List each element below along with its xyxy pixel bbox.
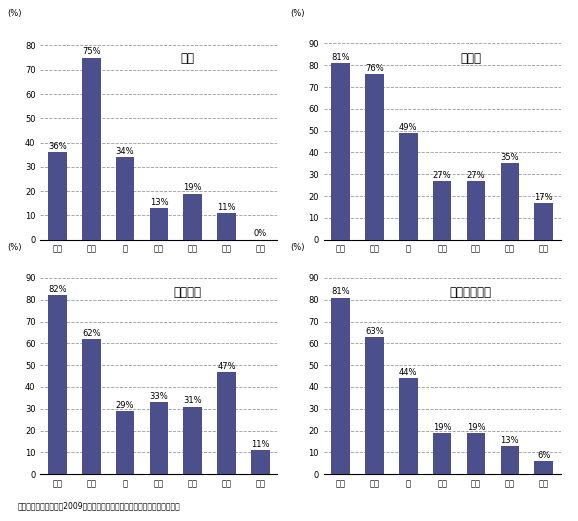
Bar	[217, 213, 236, 240]
Text: 13%: 13%	[501, 436, 519, 445]
Bar	[501, 446, 519, 474]
Text: 11%: 11%	[251, 440, 270, 449]
Bar	[399, 133, 418, 240]
Text: 36%: 36%	[48, 142, 67, 151]
Bar	[48, 295, 66, 474]
Text: 47%: 47%	[217, 362, 236, 370]
Text: 81%: 81%	[331, 53, 350, 62]
Text: 44%: 44%	[399, 368, 417, 377]
Bar	[217, 371, 236, 474]
Text: インドネシア: インドネシア	[450, 286, 492, 299]
Text: 82%: 82%	[48, 286, 66, 294]
Text: 19%: 19%	[433, 423, 451, 431]
Bar	[433, 181, 451, 240]
Bar	[433, 433, 451, 474]
Text: (%): (%)	[291, 243, 305, 252]
Bar	[501, 164, 519, 240]
Text: 6%: 6%	[537, 451, 550, 460]
Text: ベトナム: ベトナム	[173, 286, 201, 299]
Bar	[150, 208, 168, 240]
Bar	[399, 378, 418, 474]
Bar	[535, 203, 553, 240]
Bar	[150, 402, 168, 474]
Text: (%): (%)	[8, 8, 22, 18]
Bar	[48, 152, 66, 240]
Text: 31%: 31%	[183, 396, 202, 405]
Text: 81%: 81%	[331, 288, 350, 296]
Bar	[183, 406, 202, 474]
Text: 19%: 19%	[184, 183, 202, 192]
Text: 19%: 19%	[467, 423, 486, 431]
Bar	[535, 461, 553, 474]
Bar	[251, 450, 270, 474]
Text: 63%: 63%	[365, 327, 384, 336]
Bar	[331, 297, 350, 474]
Text: 11%: 11%	[217, 203, 236, 212]
Text: 27%: 27%	[466, 171, 486, 180]
Text: 13%: 13%	[150, 198, 168, 207]
Text: 62%: 62%	[82, 329, 101, 338]
Text: 中国: 中国	[180, 52, 194, 65]
Text: 76%: 76%	[365, 64, 384, 73]
Text: 資料：国際協力銀行（2009）「海外直接投資アンケート結果」から作成。: 資料：国際協力銀行（2009）「海外直接投資アンケート結果」から作成。	[17, 502, 180, 511]
Text: 35%: 35%	[501, 153, 519, 162]
Text: (%): (%)	[8, 243, 22, 252]
Bar	[183, 193, 202, 240]
Bar	[331, 63, 350, 240]
Bar	[466, 181, 486, 240]
Text: インド: インド	[460, 52, 481, 65]
Bar	[116, 411, 135, 474]
Text: 33%: 33%	[150, 392, 168, 401]
Text: 27%: 27%	[433, 171, 451, 180]
Text: (%): (%)	[291, 8, 305, 18]
Text: 17%: 17%	[535, 193, 553, 202]
Text: 0%: 0%	[254, 229, 267, 239]
Text: 34%: 34%	[116, 147, 135, 156]
Bar	[365, 74, 384, 240]
Text: 29%: 29%	[116, 401, 134, 410]
Bar	[116, 157, 135, 240]
Bar	[82, 339, 101, 474]
Bar	[466, 433, 486, 474]
Text: 49%: 49%	[399, 123, 417, 132]
Bar	[365, 337, 384, 474]
Bar	[82, 58, 101, 240]
Text: 75%: 75%	[82, 47, 101, 56]
